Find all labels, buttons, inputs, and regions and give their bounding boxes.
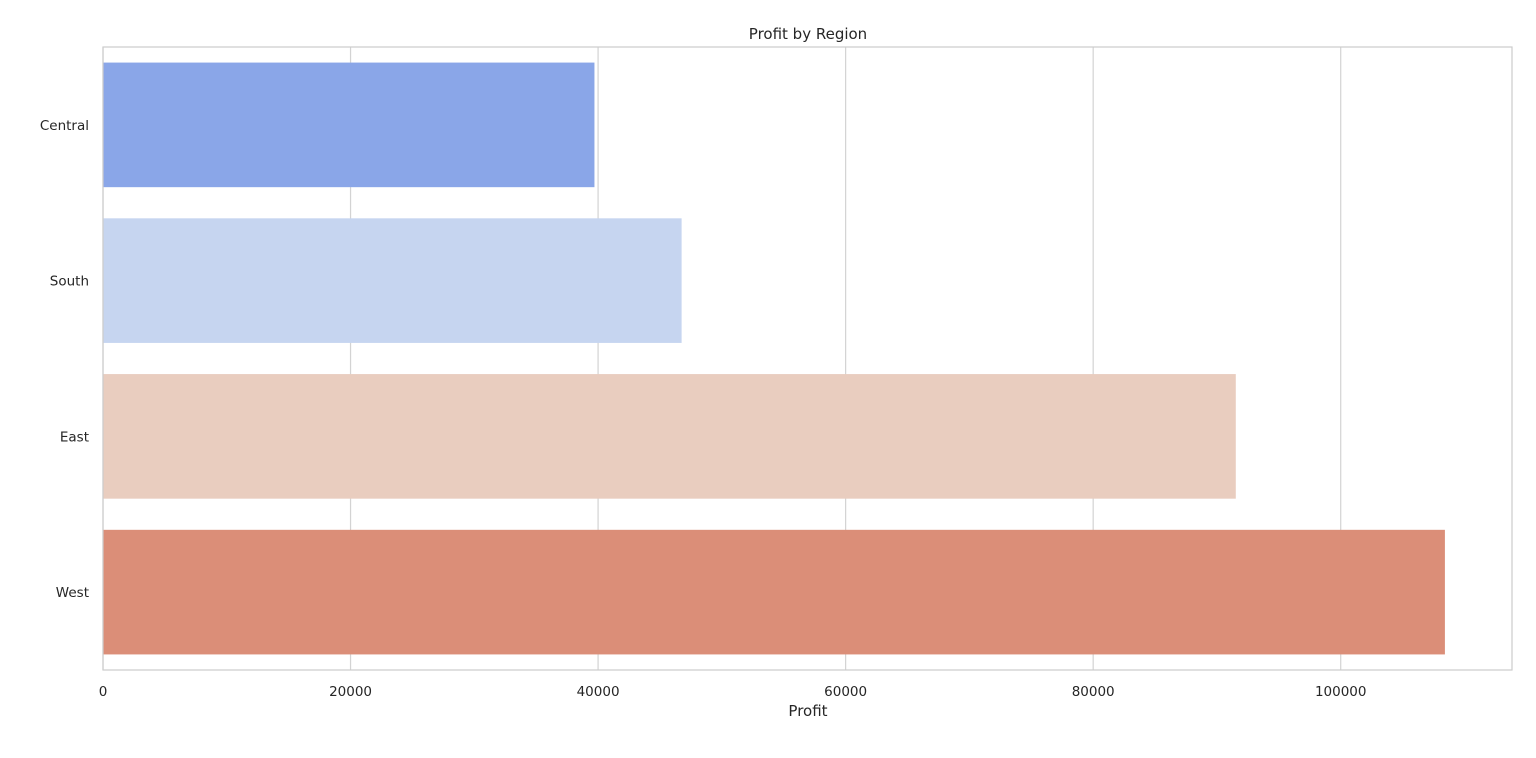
plot-frame — [102, 46, 1513, 671]
x-tick-label: 80000 — [1072, 684, 1115, 700]
bar-west — [103, 529, 1445, 655]
x-tick-label: 40000 — [577, 684, 620, 700]
y-tick-label: West — [56, 585, 89, 601]
bar-south — [103, 218, 682, 343]
bar-central — [103, 62, 595, 188]
x-tick-labels: 0 20000 40000 60000 80000 100000 — [99, 684, 1367, 700]
x-tick-label: 20000 — [329, 684, 372, 700]
x-tick-label: 100000 — [1315, 684, 1367, 700]
bar-east — [103, 374, 1236, 499]
x-tick-label: 0 — [99, 684, 108, 700]
chart-title: Profit by Region — [749, 25, 867, 43]
x-tick-label: 60000 — [824, 684, 867, 700]
y-tick-label: South — [50, 274, 89, 290]
y-tick-labels: Central South East West — [40, 118, 89, 601]
x-axis-label: Profit — [788, 702, 827, 720]
y-tick-label: East — [60, 429, 89, 445]
y-tick-label: Central — [40, 118, 89, 134]
bars — [103, 62, 1445, 655]
